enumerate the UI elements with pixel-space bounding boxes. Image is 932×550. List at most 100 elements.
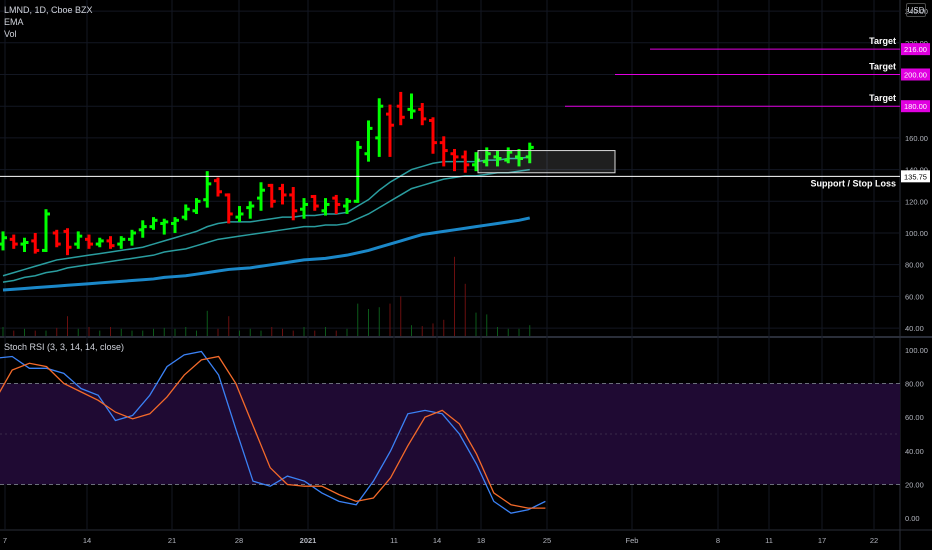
ohlc-bar-up[interactable] <box>128 229 136 246</box>
ohlc-bar-up[interactable] <box>525 142 534 164</box>
volume-legend[interactable]: Vol <box>4 29 17 39</box>
ohlc-bar-down[interactable] <box>289 187 298 221</box>
target-price-tag <box>901 68 930 81</box>
target-label: Target <box>869 61 896 71</box>
ema-short-line <box>2 156 530 277</box>
target-price-tag-label: 216.00 <box>904 45 927 54</box>
time-tick-label: 21 <box>168 536 176 545</box>
ohlc-bar-down[interactable] <box>450 148 459 172</box>
time-tick-label: 14 <box>433 536 441 545</box>
ohlc-bar-down[interactable] <box>418 103 427 126</box>
volume-bar <box>346 328 348 336</box>
ohlc-bar-up[interactable] <box>321 198 330 216</box>
ohlc-bar-up[interactable] <box>181 204 190 221</box>
time-tick-label: 18 <box>477 536 485 545</box>
stoch-tick-label: 40.00 <box>905 447 924 456</box>
ohlc-bar-down[interactable] <box>439 136 448 167</box>
ohlc-bar-down[interactable] <box>31 232 40 254</box>
currency-badge[interactable]: USD <box>906 3 926 17</box>
ohlc-bar-up[interactable] <box>20 237 29 252</box>
volume-bar <box>34 330 36 336</box>
time-tick-label: 14 <box>83 536 91 545</box>
ohlc-bar-up[interactable] <box>493 150 502 167</box>
ohlc-bar-up[interactable] <box>257 182 265 211</box>
ohlc-bar-up[interactable] <box>504 147 513 164</box>
volume-bar <box>325 327 326 336</box>
target-price-tag <box>901 43 930 56</box>
stoch-k-line <box>0 350 546 514</box>
target-label: Target <box>869 93 896 103</box>
volume-bar <box>2 327 4 336</box>
ohlc-bar-up[interactable] <box>171 217 179 233</box>
volume-bar <box>432 323 434 336</box>
stoch-tick-label: 80.00 <box>905 379 924 388</box>
stoch-d-line <box>0 355 546 509</box>
ohlc-bar-down[interactable] <box>267 183 276 208</box>
ohlc-bar-up[interactable] <box>138 220 147 238</box>
volume-bar <box>454 256 455 336</box>
ohlc-bar-down[interactable] <box>214 177 222 197</box>
time-tick-label: 28 <box>235 536 243 545</box>
panel-divider <box>0 336 932 338</box>
ohlc-bar-up[interactable] <box>407 93 416 119</box>
volume-bar <box>518 328 520 336</box>
ohlc-bar-down[interactable] <box>278 183 287 205</box>
volume-bar <box>389 303 391 336</box>
volume-bar <box>303 327 305 336</box>
ohlc-bar-up[interactable] <box>235 206 244 222</box>
volume-bar <box>411 325 412 336</box>
time-tick-label: 2021 <box>300 536 317 545</box>
volume-bar <box>443 319 445 336</box>
price-tick-label: 240.00 <box>905 7 928 16</box>
ohlc-bar-up[interactable] <box>300 198 308 219</box>
ema-legend[interactable]: EMA <box>4 17 24 27</box>
ohlc-bar-up[interactable] <box>117 236 126 249</box>
ohlc-bar-down[interactable] <box>63 228 72 256</box>
volume-bar <box>271 327 273 336</box>
volume-bar <box>142 330 144 336</box>
ohlc-bar-down[interactable] <box>310 194 319 211</box>
stoch-rsi-legend[interactable]: Stoch RSI (3, 3, 14, 14, close) <box>4 342 125 352</box>
ohlc-bar-down[interactable] <box>461 150 470 173</box>
ohlc-bar-up[interactable] <box>95 237 104 248</box>
symbol-legend[interactable]: LMND, 1D, Cboe BZX <box>4 5 93 15</box>
ohlc-bar-up[interactable] <box>203 171 212 208</box>
ohlc-bar-up[interactable] <box>160 218 169 235</box>
ohlc-bar-up[interactable] <box>343 198 351 214</box>
ohlc-bar-up[interactable] <box>364 120 373 162</box>
ohlc-bar-down[interactable] <box>332 194 341 214</box>
ohlc-bar-up[interactable] <box>192 198 201 214</box>
price-tick-label: 100.00 <box>905 229 928 238</box>
ohlc-bar-down[interactable] <box>429 117 437 154</box>
volume-bar <box>464 283 466 336</box>
time-tick-label: 11 <box>765 536 773 545</box>
price-tick-label: 40.00 <box>905 324 924 333</box>
ohlc-bar-up[interactable] <box>74 231 83 249</box>
ohlc-bar-up[interactable] <box>149 217 158 230</box>
ohlc-bar-up[interactable] <box>0 231 7 251</box>
ohlc-bar-down[interactable] <box>106 236 115 249</box>
ema-long-line <box>2 216 531 292</box>
volume-bar <box>131 330 133 336</box>
support-price-tag-label: 135.75 <box>904 172 927 181</box>
ohlc-bar-down[interactable] <box>52 229 61 248</box>
ohlc-bar-up[interactable] <box>515 148 523 167</box>
volume-bar <box>368 309 369 336</box>
time-tick-label: 22 <box>870 536 878 545</box>
ohlc-bar-down[interactable] <box>386 104 394 157</box>
volume-bar <box>335 330 337 336</box>
ohlc-bar-down[interactable] <box>396 91 405 126</box>
ohlc-bar-up[interactable] <box>353 141 362 203</box>
volume-bar <box>497 327 498 336</box>
ohlc-bar-down[interactable] <box>224 193 233 224</box>
ema-mid-line <box>2 168 530 283</box>
volume-bar <box>475 312 477 336</box>
volume-bar <box>228 316 230 336</box>
ohlc-bar-up[interactable] <box>246 201 255 219</box>
ohlc-bar-up[interactable] <box>375 98 384 157</box>
volume-bar <box>56 327 58 336</box>
ohlc-bar-down[interactable] <box>85 234 93 249</box>
ohlc-bar-down[interactable] <box>9 234 18 249</box>
ohlc-bar-up[interactable] <box>42 209 50 252</box>
